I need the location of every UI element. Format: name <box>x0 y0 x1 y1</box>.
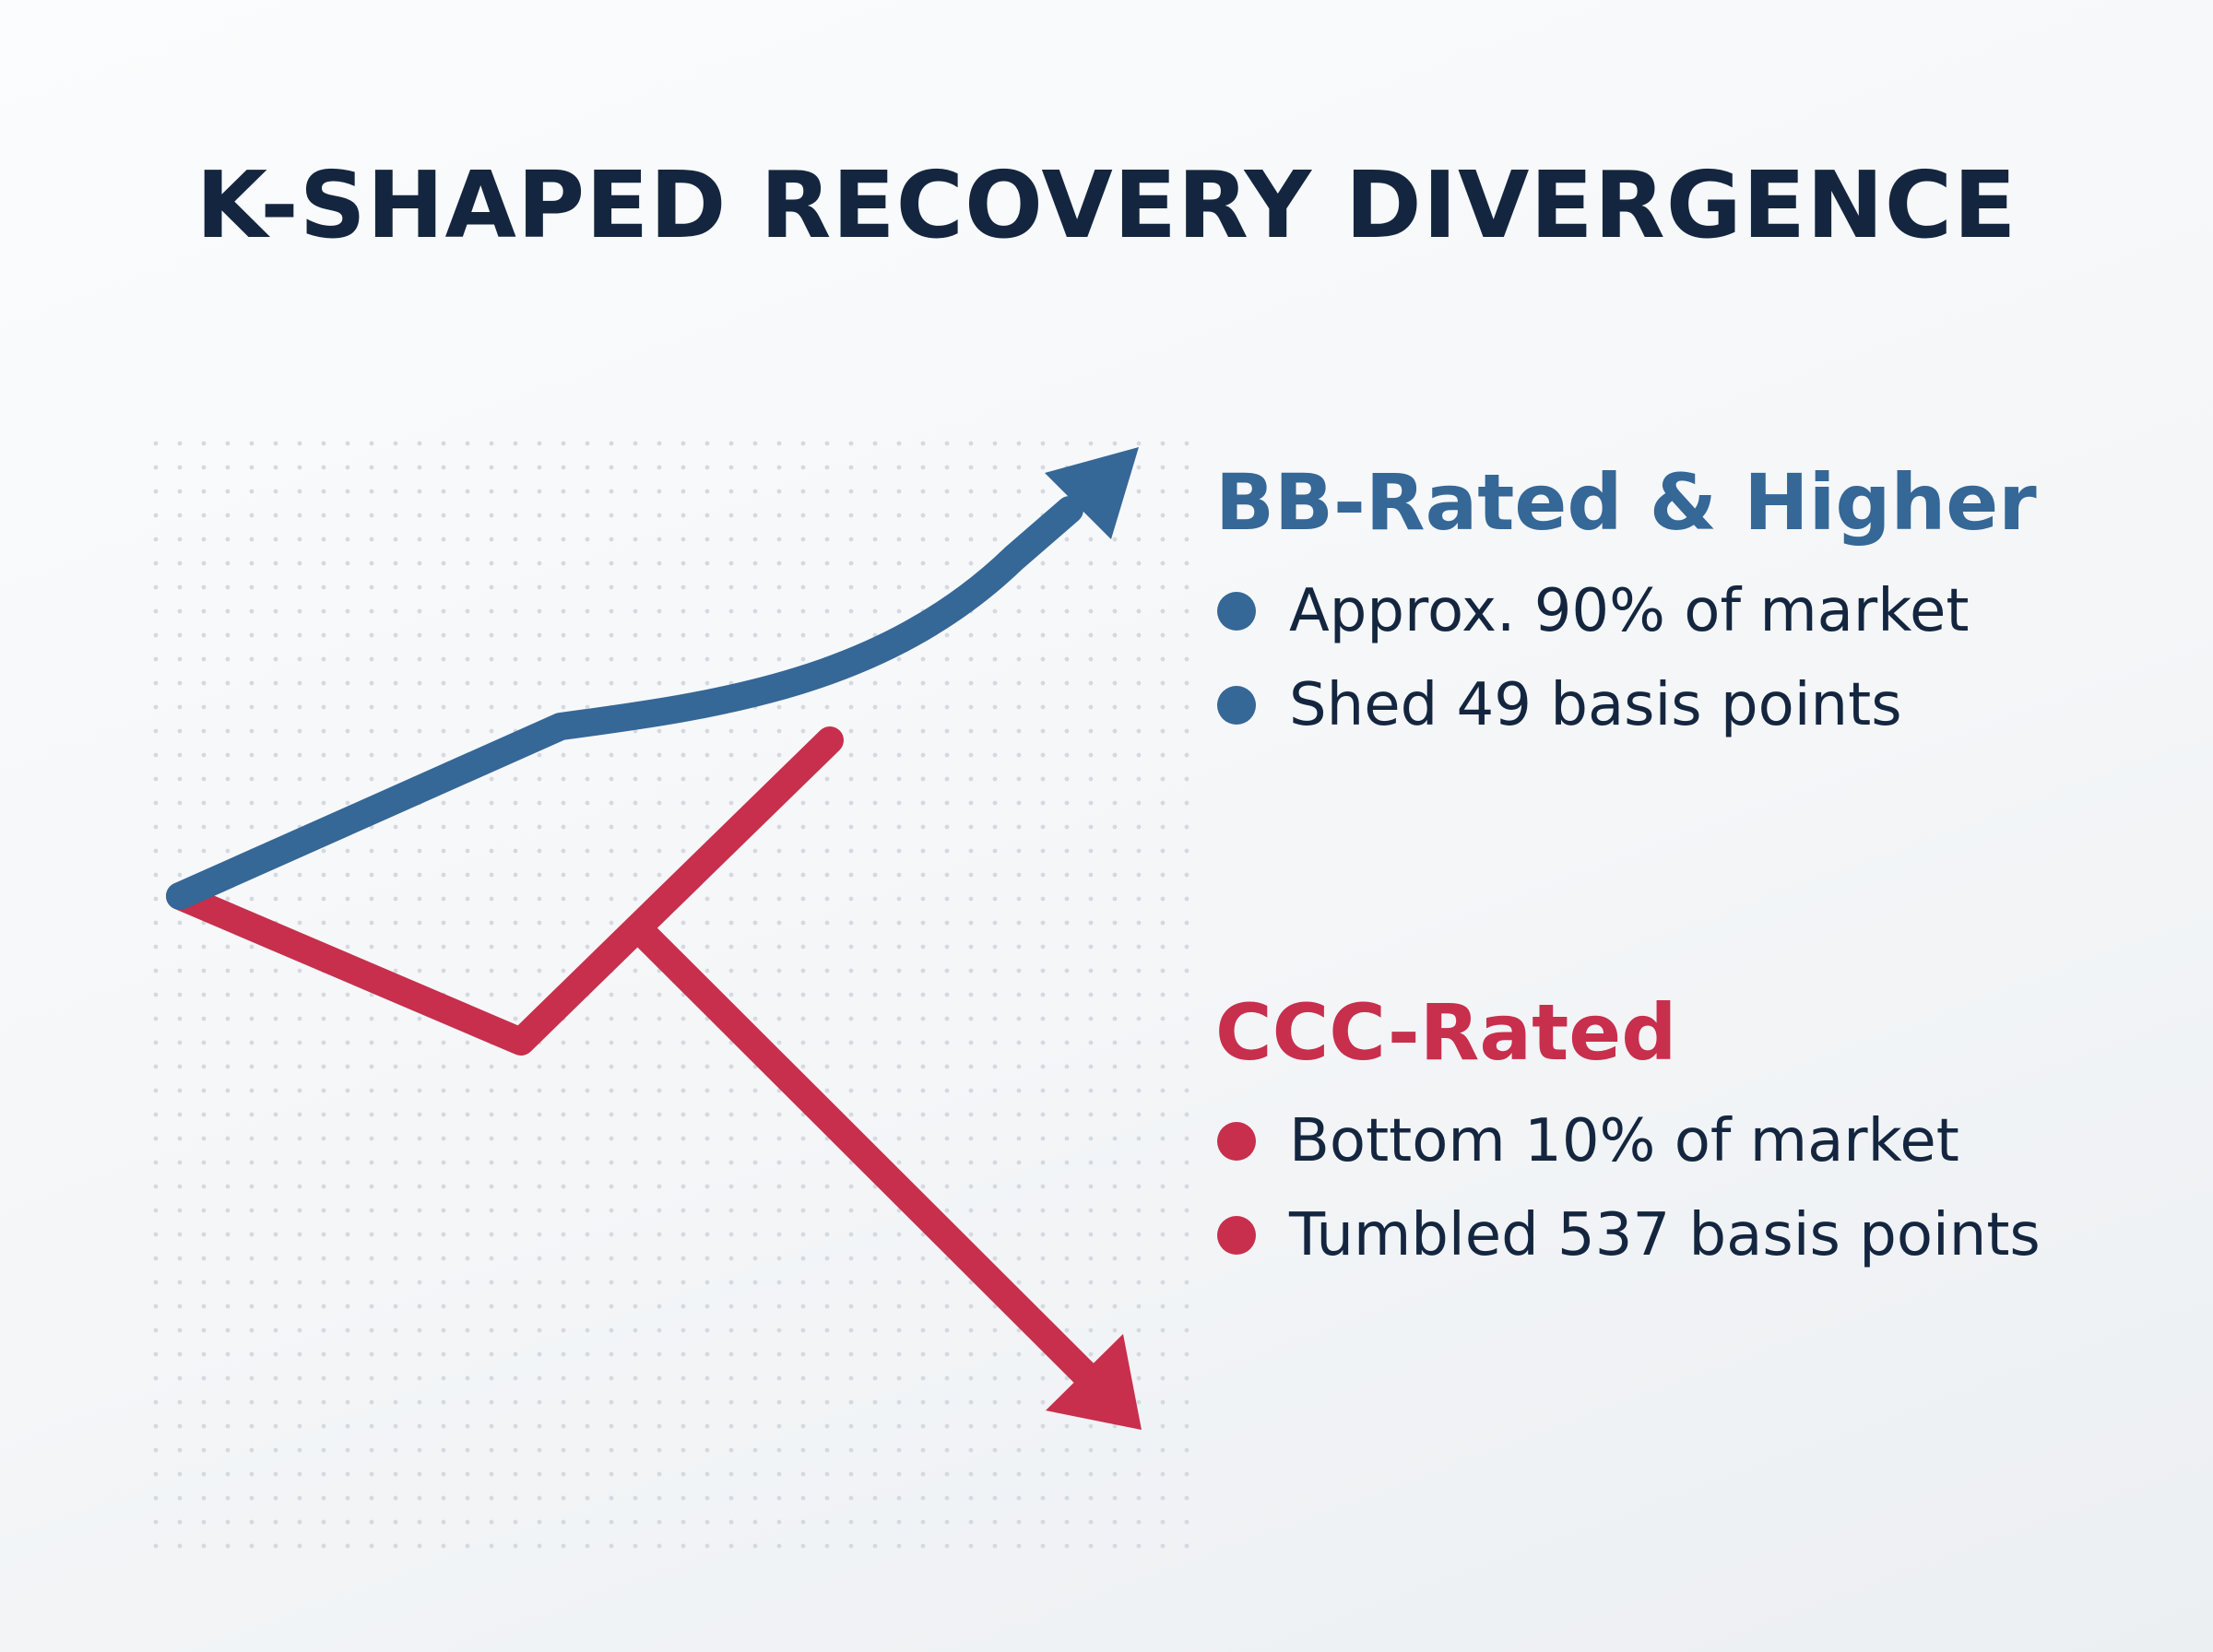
lower-branch-line <box>166 726 1118 1408</box>
bullet-dot-icon <box>1217 686 1256 725</box>
bullet-dot-icon <box>1217 1122 1256 1161</box>
lower-group-heading: CCC-Rated <box>1215 987 1677 1078</box>
bullet-text: Shed 49 basis points <box>1289 671 1902 739</box>
upper-group-heading: BB-Rated & Higher <box>1215 457 2037 548</box>
list-item: Approx. 90% of market <box>1215 564 2037 658</box>
upper-bullet-list: Approx. 90% of market Shed 49 basis poin… <box>1215 564 2037 752</box>
bullet-text: Tumbled 537 basis points <box>1289 1201 2041 1269</box>
up-arrowhead-icon <box>1045 447 1139 539</box>
dot-grid-background <box>148 435 1199 1565</box>
down-arrowhead-icon <box>1046 1334 1142 1430</box>
bullet-dot-icon <box>1217 592 1256 631</box>
bullet-text: Approx. 90% of market <box>1289 577 1970 645</box>
diagram-title: K-SHAPED RECOVERY DIVERGENCE <box>195 151 2018 259</box>
list-item: Tumbled 537 basis points <box>1215 1188 2041 1282</box>
list-item: Bottom 10% of market <box>1215 1094 2041 1188</box>
lower-bullet-list: Bottom 10% of market Tumbled 537 basis p… <box>1215 1094 2041 1282</box>
list-item: Shed 49 basis points <box>1215 658 2037 752</box>
lower-group: CCC-Rated Bottom 10% of market Tumbled 5… <box>1215 982 2041 1282</box>
bullet-text: Bottom 10% of market <box>1289 1107 1959 1175</box>
upper-branch-line <box>166 496 1083 910</box>
upper-group: BB-Rated & Higher Approx. 90% of market … <box>1215 452 2037 752</box>
bullet-dot-icon <box>1217 1216 1256 1255</box>
